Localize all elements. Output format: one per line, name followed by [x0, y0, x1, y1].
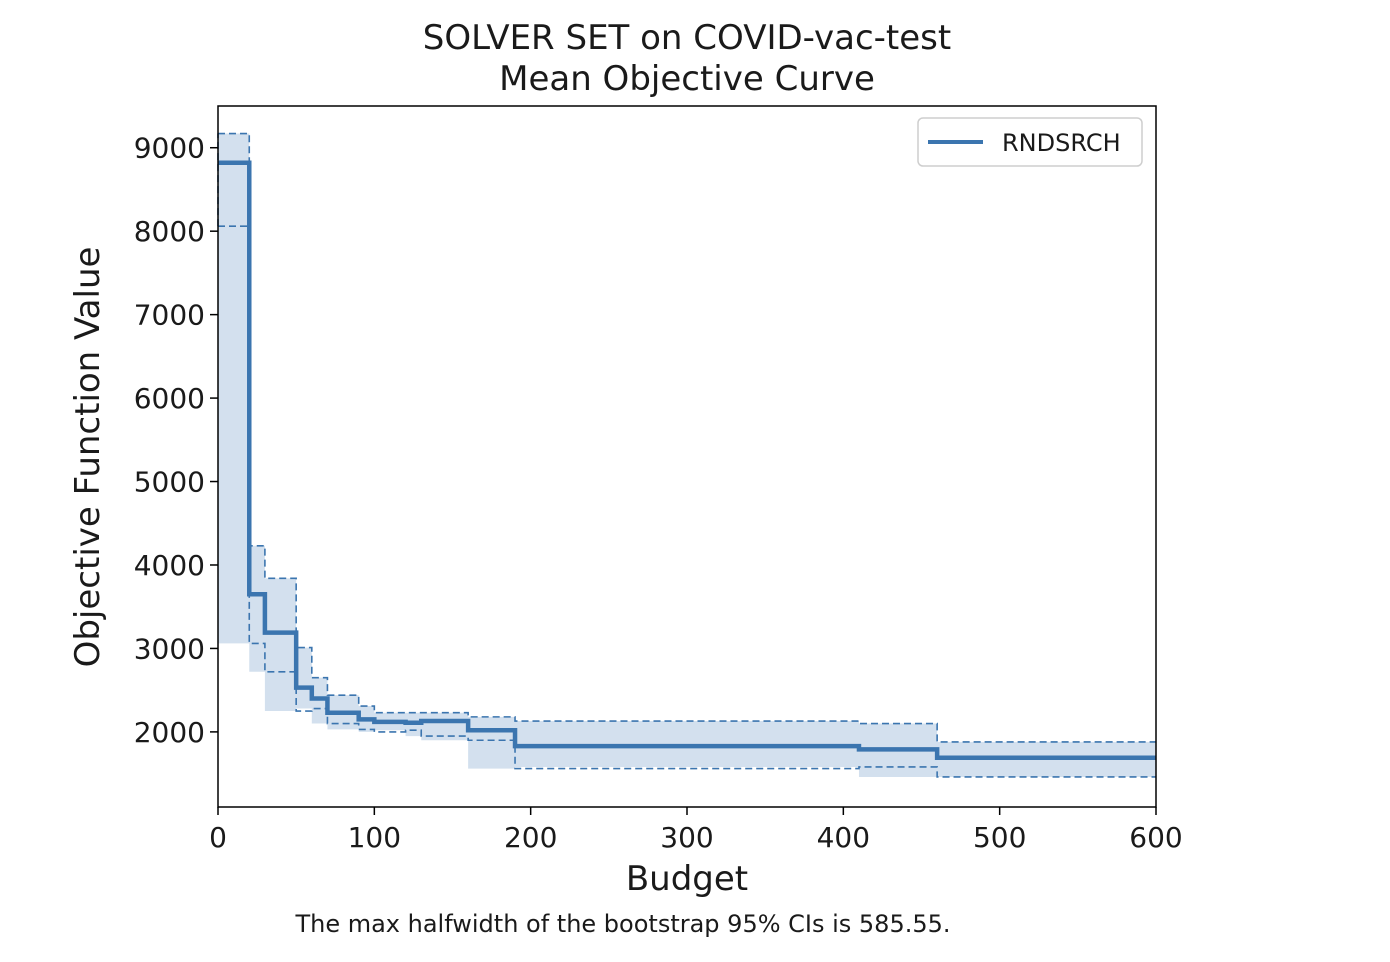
- y-tick-label: 7000: [134, 299, 205, 332]
- legend-label-rndsrch: RNDSRCH: [1002, 129, 1121, 157]
- y-tick-label: 9000: [134, 132, 205, 165]
- x-tick-label: 600: [1129, 821, 1182, 854]
- ci-lower-line-0: [218, 225, 1156, 778]
- x-axis-label: Budget: [626, 859, 748, 899]
- y-tick-label: 2000: [134, 716, 205, 749]
- x-tick-label: 200: [504, 821, 557, 854]
- y-tick-label: 8000: [134, 215, 205, 248]
- x-tick-label: 0: [209, 821, 227, 854]
- legend: RNDSRCH: [917, 117, 1143, 167]
- x-tick-label: 400: [817, 821, 870, 854]
- ci-band-0: [218, 133, 1156, 777]
- y-tick-label: 6000: [134, 382, 205, 415]
- x-tick-label: 500: [973, 821, 1026, 854]
- y-axis: 2000 3000 4000 5000 6000 7000 8000 9000: [134, 132, 218, 749]
- x-tick-label: 300: [660, 821, 713, 854]
- ci-upper-line-0: [218, 132, 1156, 743]
- plot-area: [217, 132, 1156, 778]
- y-tick-label: 5000: [134, 466, 205, 499]
- chart-title-line1: SOLVER SET on COVID-vac-test: [423, 18, 951, 58]
- legend-box: [917, 117, 1143, 167]
- y-axis-label: Objective Function Value: [68, 247, 108, 668]
- x-axis: 0 100 200 300 400 500 600: [209, 807, 1183, 854]
- x-tick-label: 100: [348, 821, 401, 854]
- y-tick-label: 4000: [134, 549, 205, 582]
- y-tick-label: 3000: [134, 632, 205, 665]
- chart-title-line2: Mean Objective Curve: [499, 59, 875, 99]
- series-line-0: [218, 160, 1156, 761]
- ci-caption: The max halfwidth of the bootstrap 95% C…: [294, 910, 950, 938]
